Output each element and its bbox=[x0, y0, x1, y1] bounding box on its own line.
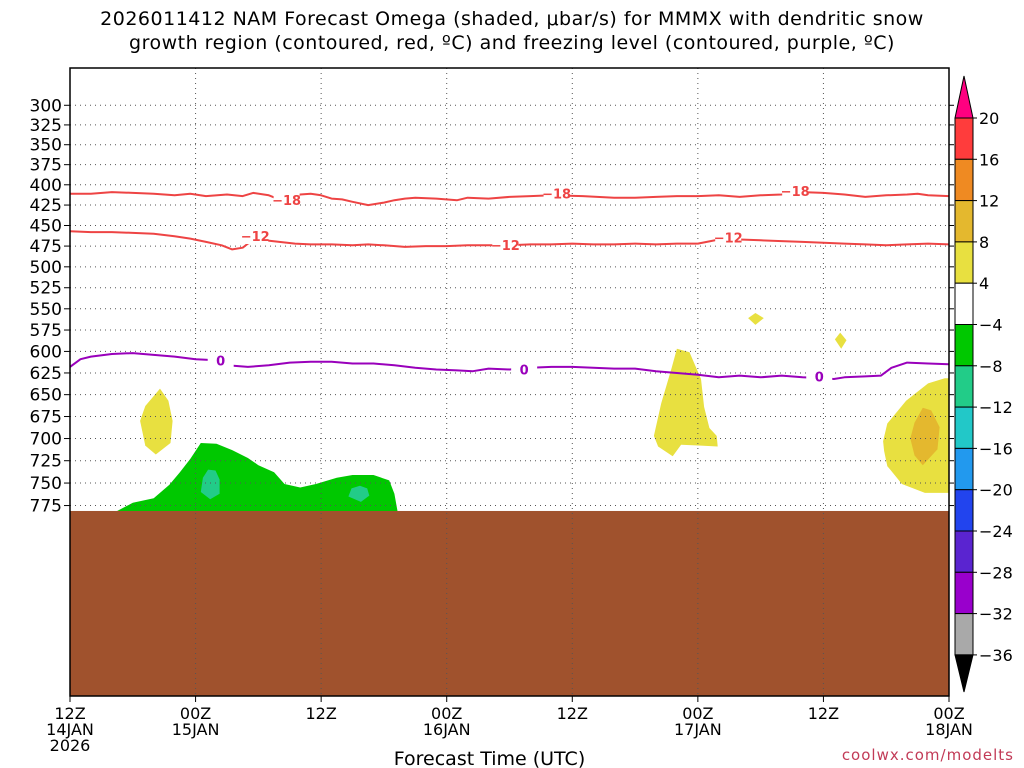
omega-region-sinking_cell_1 bbox=[140, 388, 173, 455]
x-tick-label: 12Z bbox=[305, 704, 336, 723]
omega-region-sinking_cell_2 bbox=[653, 348, 718, 457]
contour-label-bg bbox=[715, 230, 742, 246]
colorbar-label: 8 bbox=[979, 233, 989, 252]
colorbar-segment bbox=[954, 365, 974, 408]
x-tick-label: 00Z bbox=[933, 704, 964, 723]
y-tick-label: 350 bbox=[30, 136, 62, 156]
y-tick-label: 700 bbox=[30, 430, 62, 450]
x-tick-label: 18JAN bbox=[925, 720, 973, 739]
credit-text: coolwx.com/modelts bbox=[841, 746, 1014, 764]
contour-label: −18 bbox=[781, 185, 810, 200]
colorbar-label: 16 bbox=[979, 150, 999, 169]
colorbar-segment bbox=[954, 324, 974, 367]
chart-title-line-1: 2026011412 NAM Forecast Omega (shaded, μ… bbox=[100, 8, 924, 30]
y-tick-label: 475 bbox=[30, 237, 62, 257]
terrain-band bbox=[70, 510, 949, 696]
contour-label: −12 bbox=[241, 230, 270, 245]
colorbar-label: −8 bbox=[979, 357, 1003, 376]
contour-label-bg bbox=[782, 184, 809, 200]
omega-region-rising_cell_1 bbox=[117, 443, 398, 511]
y-tick-label: 525 bbox=[30, 279, 62, 299]
colorbar-segment bbox=[954, 447, 974, 491]
y-tick-label: 325 bbox=[30, 116, 62, 136]
colorbar-label: −16 bbox=[979, 439, 1013, 458]
y-tick-label: 775 bbox=[30, 497, 62, 517]
omega-region-sinking_cell_5_core bbox=[910, 407, 940, 466]
y-tick-label: 425 bbox=[30, 196, 62, 216]
contour-label: −18 bbox=[272, 194, 301, 209]
y-tick-label: 675 bbox=[30, 408, 62, 428]
x-tick-label: 00Z bbox=[180, 704, 211, 723]
colorbar-segment bbox=[954, 530, 974, 573]
omega-region-rising_cell_1_core bbox=[200, 469, 220, 500]
x-tick-label: 15JAN bbox=[172, 720, 220, 739]
x-tick-label: 14JAN bbox=[46, 720, 94, 739]
colorbar-label: 12 bbox=[979, 192, 999, 211]
colorbar-label: −20 bbox=[979, 481, 1013, 500]
colorbar-label: 20 bbox=[979, 109, 999, 128]
colorbar-segment bbox=[954, 117, 974, 160]
x-tick-label: 00Z bbox=[682, 704, 713, 723]
contour-label: 0 bbox=[815, 370, 824, 385]
x-tick-label: 16JAN bbox=[423, 720, 471, 739]
omega-region-sinking_cell_3 bbox=[748, 313, 764, 325]
omega-region-sinking_cell_4 bbox=[834, 332, 847, 349]
colorbar-label: −12 bbox=[979, 398, 1013, 417]
plot-frame bbox=[69, 67, 950, 697]
colorbar-segment bbox=[954, 282, 974, 326]
x-tick-label: 12Z bbox=[557, 704, 588, 723]
y-tick-label: 725 bbox=[30, 452, 62, 472]
contour-label-bg bbox=[511, 362, 538, 378]
x-tick-label: 00Z bbox=[431, 704, 462, 723]
y-tick-label: 650 bbox=[30, 386, 62, 406]
colorbar-segment bbox=[954, 241, 974, 284]
contour-label-bg bbox=[543, 186, 570, 202]
colorbar-label: −28 bbox=[979, 563, 1013, 582]
colorbar-segment bbox=[954, 158, 974, 202]
colorbar-label: −32 bbox=[979, 605, 1013, 624]
y-tick-label: 400 bbox=[30, 176, 62, 196]
colorbar-segment bbox=[954, 613, 974, 656]
colorbar-segment bbox=[954, 75, 974, 119]
y-tick-label: 375 bbox=[30, 156, 62, 176]
chart-title-line-2: growth region (contoured, red, ºC) and f… bbox=[129, 32, 895, 54]
y-tick-label: 750 bbox=[30, 474, 62, 494]
contour-label-bg bbox=[207, 353, 234, 369]
colorbar-label: −4 bbox=[979, 316, 1003, 335]
contour-label-bg bbox=[273, 192, 300, 208]
x-axis-title: Forecast Time (UTC) bbox=[394, 748, 585, 768]
contour-label-bg bbox=[242, 229, 269, 245]
y-tick-label: 550 bbox=[30, 300, 62, 320]
x-tick-label: 17JAN bbox=[674, 720, 722, 739]
x-tick-label: 12Z bbox=[808, 704, 839, 723]
colorbar-segment bbox=[954, 654, 974, 693]
colorbar-label: −36 bbox=[979, 646, 1013, 665]
colorbar-segment bbox=[954, 406, 974, 449]
contour-label-bg bbox=[492, 238, 519, 254]
colorbar-label: −24 bbox=[979, 522, 1013, 541]
plot-area: −18 −18 −18 −12 −12 −12 0 0 0 bbox=[70, 68, 949, 696]
y-tick-label: 450 bbox=[30, 216, 62, 236]
x-tick-label: 2026 bbox=[50, 736, 91, 755]
contour-label: −12 bbox=[714, 232, 743, 247]
omega-region-rising_cell_2_core bbox=[348, 485, 370, 502]
y-tick-label: 575 bbox=[30, 321, 62, 341]
y-tick-label: 500 bbox=[30, 258, 62, 278]
contour-line-dgz_bottom bbox=[70, 230, 949, 251]
y-tick-label: 600 bbox=[30, 342, 62, 362]
contour-label: −12 bbox=[491, 239, 520, 254]
colorbar-segment bbox=[954, 489, 974, 532]
colorbar-segment bbox=[954, 200, 974, 243]
contour-label: 0 bbox=[216, 355, 225, 370]
colorbar-label: 4 bbox=[979, 274, 989, 293]
x-tick-label: 12Z bbox=[54, 704, 85, 723]
contour-label: −18 bbox=[542, 187, 571, 202]
colorbar-segment bbox=[954, 571, 974, 615]
y-tick-label: 300 bbox=[30, 96, 62, 116]
contour-label: 0 bbox=[520, 363, 529, 378]
contour-label-bg bbox=[806, 369, 833, 385]
y-tick-label: 625 bbox=[30, 364, 62, 384]
